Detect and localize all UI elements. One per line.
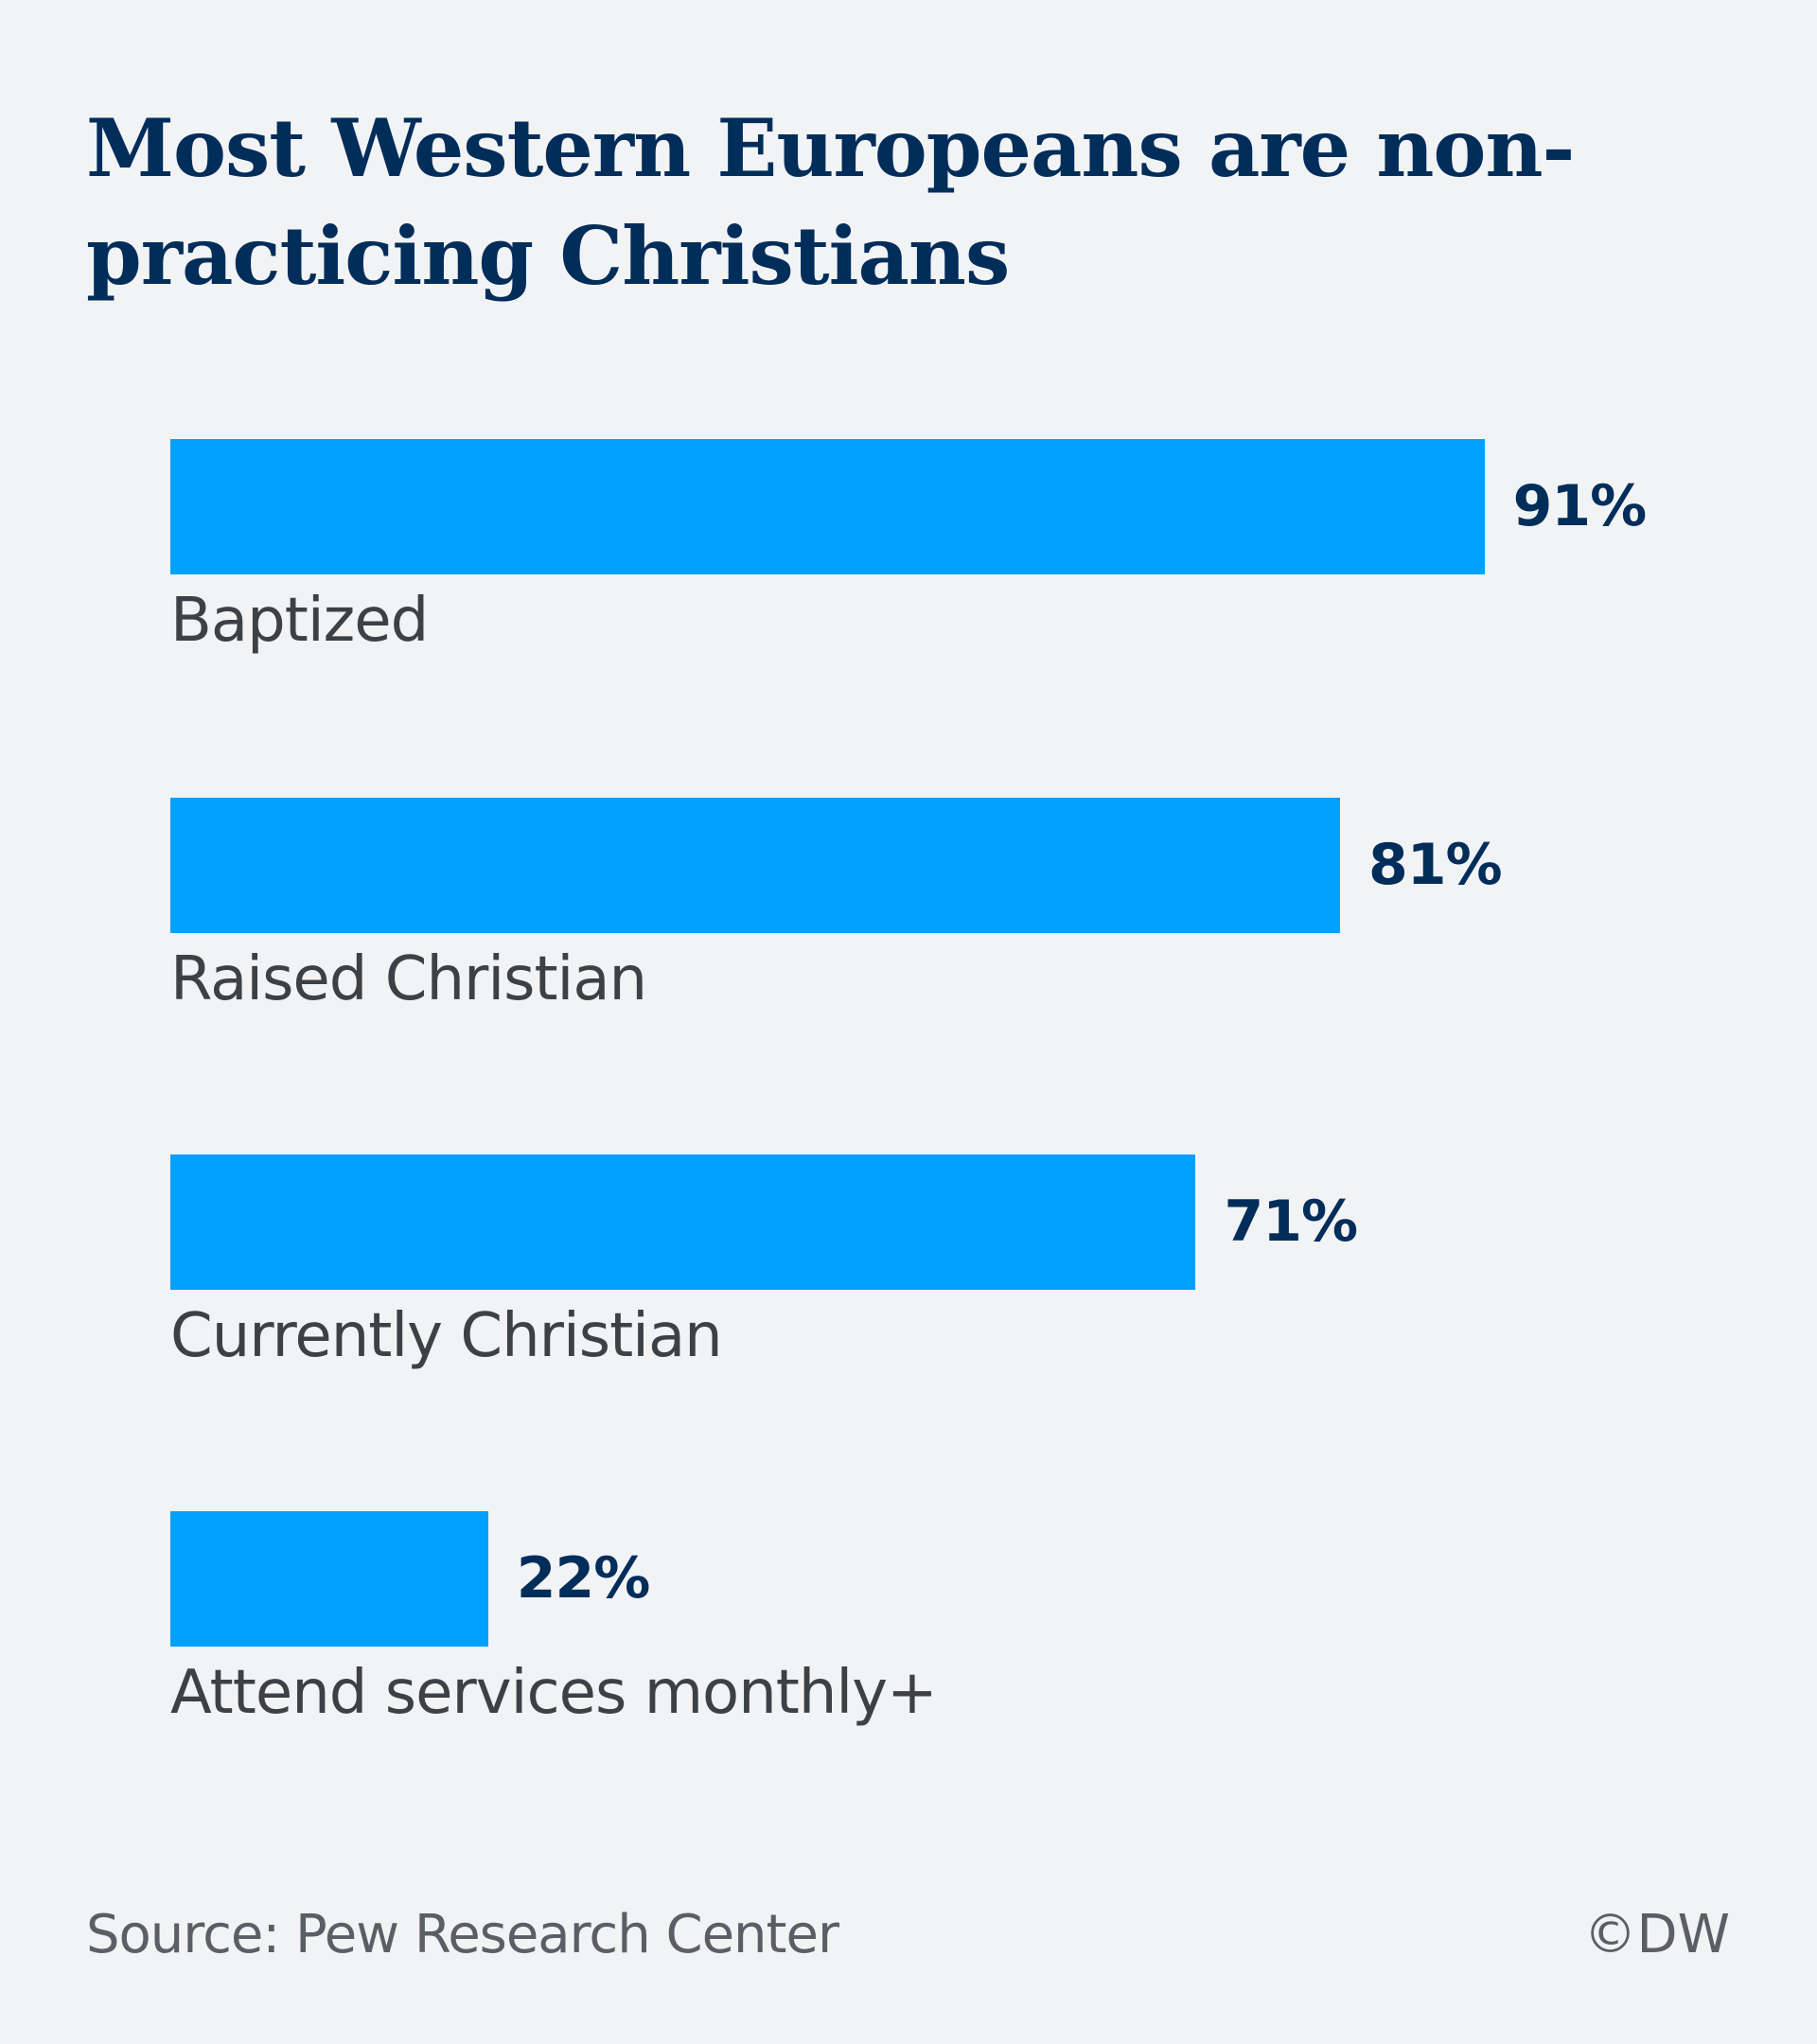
bar-row: 91% Baptized <box>170 439 1779 685</box>
bar-row: 81% Raised Christian <box>170 798 1779 1044</box>
value-label: 71% <box>1224 1189 1358 1255</box>
bar-row: 22% Attend services monthly+ <box>170 1511 1779 1757</box>
chart-title: Most Western Europeans are non-practicin… <box>86 101 1575 303</box>
category-label: Currently Christian <box>170 1301 723 1371</box>
bar <box>170 798 1341 933</box>
category-label: Raised Christian <box>170 944 647 1014</box>
value-label: 91% <box>1512 473 1648 539</box>
bar <box>170 439 1485 574</box>
bar <box>170 1511 488 1647</box>
bar-row: 71% Currently Christian <box>170 1154 1779 1401</box>
category-label: Baptized <box>170 586 429 656</box>
value-label: 81% <box>1368 832 1503 898</box>
bar <box>170 1154 1196 1290</box>
credit: ©DW <box>1583 1904 1731 1965</box>
value-label: 22% <box>516 1545 651 1612</box>
source-note: Source: Pew Research Center <box>86 1904 839 1965</box>
category-label: Attend services monthly+ <box>170 1658 938 1728</box>
